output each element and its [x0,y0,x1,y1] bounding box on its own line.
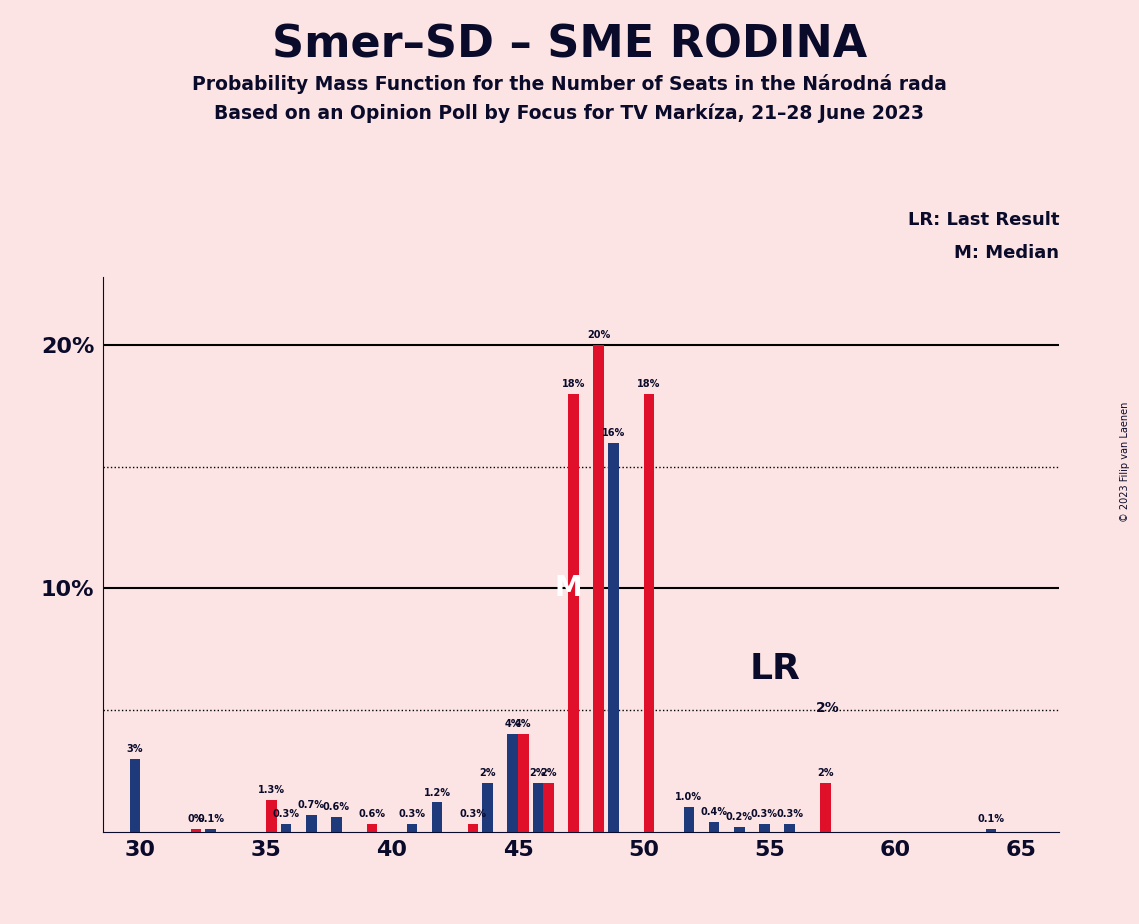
Text: © 2023 Filip van Laenen: © 2023 Filip van Laenen [1121,402,1130,522]
Bar [785,824,795,832]
Text: 0.3%: 0.3% [751,809,778,820]
Text: 18%: 18% [562,379,585,389]
Text: 4%: 4% [515,720,532,729]
Text: 2%: 2% [817,701,841,715]
Text: 16%: 16% [601,428,625,438]
Text: 18%: 18% [638,379,661,389]
Text: 1.2%: 1.2% [424,787,451,797]
Text: 0.1%: 0.1% [197,814,224,824]
Text: 0.3%: 0.3% [776,809,803,820]
Text: 2%: 2% [530,768,546,778]
Text: 0.2%: 0.2% [726,812,753,821]
Text: LR: LR [749,651,801,686]
Text: M: M [555,575,582,602]
Text: 2%: 2% [480,768,495,778]
Text: 0.4%: 0.4% [700,807,728,817]
Text: 3%: 3% [126,744,144,754]
Bar [507,735,518,832]
Text: 0.3%: 0.3% [272,809,300,820]
Bar [482,783,493,832]
Text: Probability Mass Function for the Number of Seats in the Národná rada: Probability Mass Function for the Number… [192,74,947,94]
Bar [190,829,202,832]
Text: 0.6%: 0.6% [359,809,386,820]
Bar [432,802,442,832]
Text: 2%: 2% [540,768,557,778]
Bar [683,808,694,832]
Bar [468,824,478,832]
Bar [608,443,618,832]
Bar [205,829,215,832]
Bar [518,735,528,832]
Bar [407,824,417,832]
Text: 0.6%: 0.6% [323,802,350,812]
Text: 0.3%: 0.3% [399,809,426,820]
Bar [543,783,554,832]
Bar [820,783,830,832]
Text: 1.3%: 1.3% [257,785,285,796]
Bar [331,817,342,832]
Text: 4%: 4% [505,720,521,729]
Text: 0.3%: 0.3% [459,809,486,820]
Bar [708,821,720,832]
Bar [130,759,140,832]
Bar [734,827,745,832]
Text: Based on an Opinion Poll by Focus for TV Markíza, 21–28 June 2023: Based on an Opinion Poll by Focus for TV… [214,103,925,123]
Bar [281,824,292,832]
Text: 0%: 0% [188,814,204,824]
Text: 1.0%: 1.0% [675,793,703,802]
Bar [760,824,770,832]
Text: 2%: 2% [817,768,834,778]
Text: 0.1%: 0.1% [977,814,1005,824]
Text: M: Median: M: Median [954,244,1059,261]
Text: LR: Last Result: LR: Last Result [908,211,1059,228]
Bar [367,824,377,832]
Text: Smer–SD – SME RODINA: Smer–SD – SME RODINA [272,23,867,67]
Bar [985,829,997,832]
Bar [306,815,317,832]
Text: 20%: 20% [587,331,611,340]
Bar [593,346,604,832]
Bar [267,800,277,832]
Bar [533,783,543,832]
Bar [644,394,655,832]
Text: 0.7%: 0.7% [297,799,325,809]
Bar [568,394,579,832]
